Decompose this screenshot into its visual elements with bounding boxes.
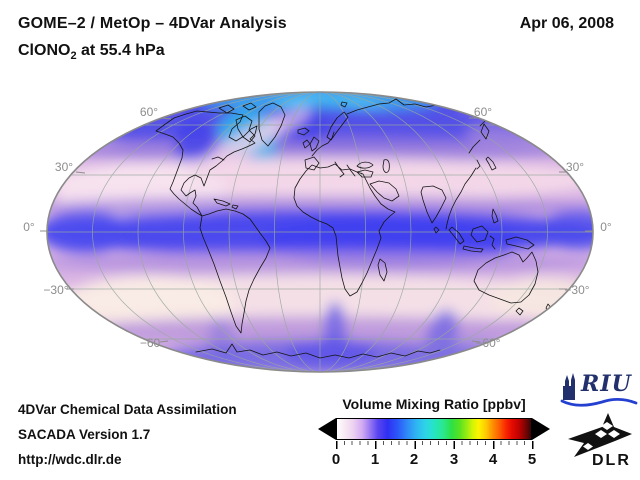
coast-cuba [213, 198, 231, 207]
colorbar-left-arrow-icon [318, 418, 336, 440]
coast-india [420, 185, 447, 224]
coast-china-seasia [445, 167, 477, 230]
colorbar-tick-3: 3 [449, 451, 459, 468]
lat-label-60n-right: 60° [473, 105, 493, 119]
coast-sulawesi [489, 235, 496, 250]
coast-antarctica [195, 343, 441, 359]
coast-sumatra [448, 226, 465, 245]
colorbar-tick-2: 2 [409, 451, 419, 468]
coast-tasmania [515, 307, 524, 316]
coast-baffin [235, 115, 256, 143]
coast-north-america [155, 110, 258, 217]
coast-italy [334, 161, 345, 178]
coast-turkey [356, 169, 374, 178]
lat-label-60n-left: 60° [139, 105, 159, 119]
footer-line-assimilation: 4DVar Chemical Data Assimilation [18, 402, 237, 417]
lat-label-0-right: 0° [600, 220, 612, 234]
colorbar: Volume Mixing Ratio [ppbv] 0 1 2 3 4 5 [318, 396, 554, 472]
colorbar-right-arrow-icon [532, 418, 550, 440]
lat-label-30n-left: 30° [54, 160, 74, 174]
colorbar-tick-4: 4 [488, 451, 498, 468]
coast-korea [476, 159, 481, 170]
graticule [47, 92, 593, 372]
coast-borneo [470, 225, 489, 243]
coast-greece [346, 164, 356, 177]
coast-madagascar [377, 258, 388, 282]
coast-uk [309, 136, 320, 152]
date-label: Apr 06, 2008 [519, 15, 614, 32]
dlr-logo: DLR [566, 411, 638, 475]
coast-south-america [199, 208, 271, 334]
page-title: GOME–2 / MetOp – 4DVar Analysis [18, 15, 287, 32]
coast-okhotsk [468, 139, 481, 154]
coast-japan [485, 156, 497, 171]
footer-line-url: http://wdc.dlr.de [18, 452, 122, 467]
coast-arabia [369, 180, 400, 202]
coast-new-guinea [505, 236, 535, 250]
coast-france [311, 131, 335, 157]
species-level-label: ClONO2 at 55.4 hPa [18, 42, 165, 63]
coast-iceland [297, 127, 310, 136]
species-name: ClONO [18, 42, 71, 59]
lat-label-0-left: 0° [23, 220, 35, 234]
coast-arctic-islands [218, 101, 348, 114]
dlr-logo-text: DLR [592, 452, 631, 469]
riu-logo: RIU [560, 371, 640, 409]
colorbar-title: Volume Mixing Ratio [ppbv] [342, 396, 526, 412]
colorbar-tick-5: 5 [527, 451, 537, 468]
species-subscript: 2 [70, 50, 77, 63]
cathedral-icon [563, 373, 575, 400]
wave-icon [560, 398, 638, 407]
lat-label-60s-right: −60° [475, 336, 501, 350]
coast-great-lakes [211, 156, 225, 161]
coast-caspian [382, 159, 390, 173]
coast-black-sea [356, 161, 374, 169]
footer-line-version: SACADA Version 1.7 [18, 427, 151, 442]
coast-java [462, 245, 484, 253]
coast-sri-lanka [433, 226, 440, 234]
lat-label-30s-left: −30° [43, 283, 69, 297]
dlr-star-icon [568, 413, 632, 457]
mixing-ratio-field [47, 92, 593, 372]
coast-philippines [491, 208, 499, 224]
coast-ireland [302, 139, 311, 149]
colorbar-tick-1: 1 [370, 451, 380, 468]
map-outline [46, 91, 594, 373]
coast-iberia [304, 156, 320, 171]
coast-hispaniola [231, 204, 239, 210]
coast-scandinavia [326, 111, 349, 141]
coast-greenland [258, 102, 286, 147]
coast-kamchatka [480, 123, 490, 140]
riu-logo-text: RIU [581, 371, 632, 397]
coast-australia [473, 251, 539, 304]
lat-label-30n-right: 30° [565, 160, 585, 174]
lat-label-30s-right: −30° [564, 283, 590, 297]
lat-label-60s-left: −60 [139, 336, 161, 350]
colorbar-major-ticks [336, 441, 534, 449]
level-label: at 55.4 hPa [76, 42, 165, 59]
colorbar-gradient [336, 418, 532, 440]
coast-africa [293, 163, 396, 297]
colorbar-tick-0: 0 [331, 451, 341, 468]
